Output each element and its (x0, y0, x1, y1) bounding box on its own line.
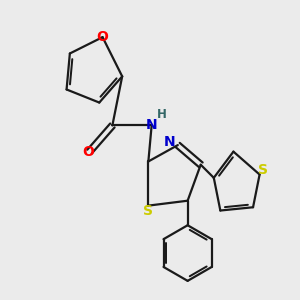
Text: N: N (146, 118, 158, 133)
Text: O: O (82, 145, 94, 159)
Text: O: O (97, 30, 109, 44)
Text: H: H (157, 107, 166, 121)
Text: S: S (258, 163, 268, 177)
Text: S: S (143, 203, 153, 218)
Text: N: N (164, 135, 176, 149)
